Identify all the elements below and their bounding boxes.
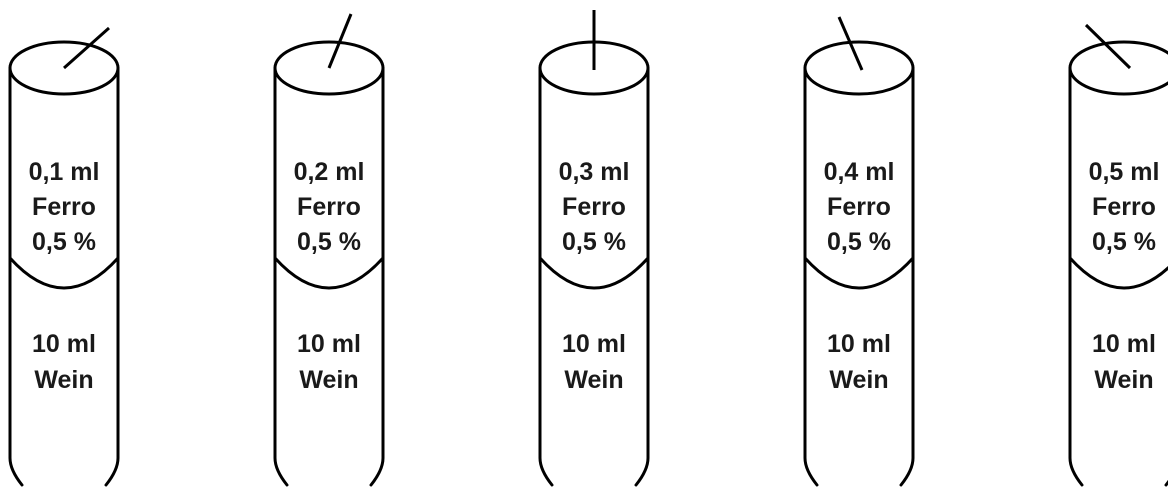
test-tube-5: 0,5 ml Ferro 0,5 % 10 ml Wein — [1068, 23, 1168, 487]
ferro-volume-label: 0,1 ml — [29, 158, 100, 186]
liquid-boundary — [538, 256, 650, 290]
ferro-name-label: Ferro — [297, 193, 361, 221]
test-tube-1: 0,1 ml Ferro 0,5 % 10 ml Wein — [8, 26, 120, 487]
ferro-concentration-label: 0,5 % — [1092, 228, 1156, 256]
test-tube-4: 0,4 ml Ferro 0,5 % 10 ml Wein — [803, 16, 915, 487]
wine-name-label: Wein — [299, 366, 358, 394]
wine-name-label: Wein — [564, 366, 623, 394]
liquid-boundary — [273, 256, 385, 290]
test-tube-3: 0,3 ml Ferro 0,5 % 10 ml Wein — [538, 10, 650, 487]
tube-opening — [1068, 40, 1168, 96]
wine-name-label: Wein — [34, 366, 93, 394]
tube-opening — [803, 40, 915, 96]
ferro-name-label: Ferro — [562, 193, 626, 221]
ferro-name-label: Ferro — [1092, 193, 1156, 221]
ferro-concentration-label: 0,5 % — [32, 228, 96, 256]
tube-body — [1068, 66, 1168, 487]
wine-volume-label: 10 ml — [827, 330, 891, 358]
stirring-rod — [63, 26, 110, 70]
liquid-boundary — [1068, 256, 1168, 290]
ferro-volume-label: 0,3 ml — [559, 158, 630, 186]
ferro-concentration-label: 0,5 % — [297, 228, 361, 256]
wine-volume-label: 10 ml — [1092, 330, 1156, 358]
wine-volume-label: 10 ml — [32, 330, 96, 358]
ferro-volume-label: 0,4 ml — [824, 158, 895, 186]
tube-body — [538, 66, 650, 487]
tube-body — [273, 66, 385, 487]
stirring-rod — [327, 13, 353, 69]
tube-body — [8, 66, 120, 487]
tube-body — [803, 66, 915, 487]
test-tube-2: 0,2 ml Ferro 0,5 % 10 ml Wein — [273, 13, 385, 487]
ferro-concentration-label: 0,5 % — [562, 228, 626, 256]
ferro-name-label: Ferro — [32, 193, 96, 221]
wine-volume-label: 10 ml — [297, 330, 361, 358]
ferro-volume-label: 0,2 ml — [294, 158, 365, 186]
stirring-rod — [837, 16, 864, 71]
ferro-concentration-label: 0,5 % — [827, 228, 891, 256]
wine-volume-label: 10 ml — [562, 330, 626, 358]
liquid-boundary — [803, 256, 915, 290]
stirring-rod — [1084, 23, 1132, 70]
ferro-volume-label: 0,5 ml — [1089, 158, 1160, 186]
wine-name-label: Wein — [1094, 366, 1153, 394]
wine-name-label: Wein — [829, 366, 888, 394]
ferro-name-label: Ferro — [827, 193, 891, 221]
liquid-boundary — [8, 256, 120, 290]
